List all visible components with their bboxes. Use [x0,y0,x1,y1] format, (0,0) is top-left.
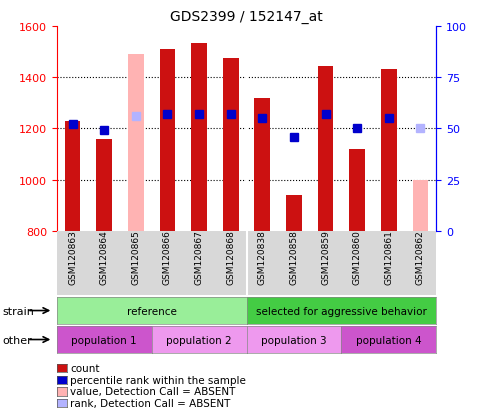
Bar [223,59,239,231]
Bar [381,70,397,231]
Text: population 2: population 2 [166,335,232,345]
Bar [65,121,80,231]
Bar [160,50,176,231]
Bar [317,66,333,231]
Bar [191,43,207,231]
Text: population 3: population 3 [261,335,327,345]
Text: GDS2399 / 152147_at: GDS2399 / 152147_at [170,10,323,24]
Text: strain: strain [2,306,35,316]
Text: other: other [2,335,32,345]
Text: value, Detection Call = ABSENT: value, Detection Call = ABSENT [70,387,236,396]
Text: population 1: population 1 [71,335,137,345]
Bar [350,150,365,231]
Text: rank, Detection Call = ABSENT: rank, Detection Call = ABSENT [70,398,231,408]
Bar [413,180,428,231]
Text: percentile rank within the sample: percentile rank within the sample [70,375,246,385]
Text: population 4: population 4 [356,335,422,345]
Bar [96,139,112,231]
Bar [286,195,302,231]
Text: reference: reference [127,306,176,316]
Bar [254,98,270,231]
Text: selected for aggressive behavior: selected for aggressive behavior [256,306,427,316]
Text: count: count [70,363,100,373]
Bar [128,55,143,231]
